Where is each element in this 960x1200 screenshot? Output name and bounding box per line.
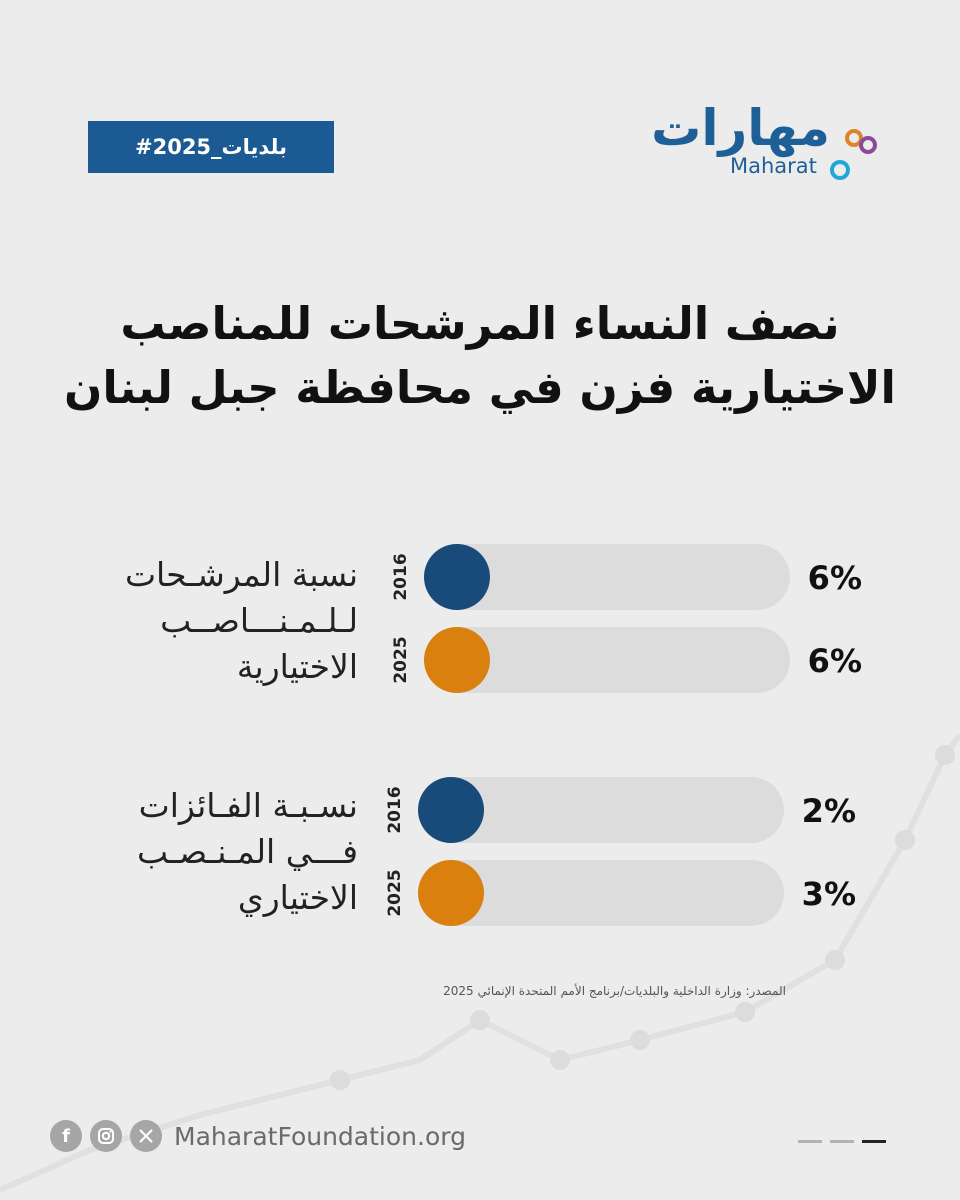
year-label: 2025	[385, 869, 405, 916]
bar-track	[424, 627, 790, 693]
hashtag-badge: #بلديات_2025	[88, 121, 334, 173]
title-line-1: نصف النساء المرشحات للمناصب	[120, 297, 840, 350]
year-label: 2016	[385, 786, 405, 833]
bar-2016	[418, 777, 484, 843]
page-dot	[830, 1140, 854, 1143]
logo-dots-icon	[830, 129, 877, 180]
bar-2025	[418, 860, 484, 926]
group-label-line: فـــي المـنـصـب	[136, 832, 358, 871]
group-label-line: نسـبـة الفـائزات	[138, 786, 358, 825]
group-label-winners: نسـبـة الفـائزات فـــي المـنـصـب الاختيا…	[58, 783, 358, 921]
page-indicator	[798, 1140, 894, 1143]
group-label-line: الاختيارية	[236, 647, 358, 686]
source-note: المصدر: وزارة الداخلية والبلديات/برنامج …	[443, 984, 786, 998]
group-label-candidates: نسبة المرشـحات لـلـمـنـــاصــب الاختياري…	[58, 552, 358, 690]
group-label-line: لـلـمـنـــاصــب	[160, 601, 358, 640]
group-label-line: نسبة المرشـحات	[124, 555, 358, 594]
page-title: نصف النساء المرشحات للمناصب الاختيارية ف…	[60, 292, 900, 420]
bar-track	[418, 860, 784, 926]
page-dot	[798, 1140, 822, 1143]
logo-arabic-text: مهارات	[651, 99, 830, 157]
value-label: 6%	[808, 559, 862, 597]
page-dot-active	[862, 1140, 886, 1143]
bar-track	[424, 544, 790, 610]
bar-2025	[424, 627, 490, 693]
social-links: f MaharatFoundation.org	[50, 1120, 466, 1152]
bar-track	[418, 777, 784, 843]
title-line-2: الاختيارية فزن في محافظة جبل لبنان	[64, 361, 896, 414]
value-label: 3%	[802, 875, 856, 913]
website-link[interactable]: MaharatFoundation.org	[174, 1121, 466, 1151]
instagram-icon[interactable]	[90, 1120, 122, 1152]
logo-english-text: Maharat	[730, 154, 817, 178]
value-label: 6%	[808, 642, 862, 680]
year-label: 2016	[391, 553, 411, 600]
x-icon[interactable]	[130, 1120, 162, 1152]
group-label-line: الاختياري	[237, 878, 358, 917]
year-label: 2025	[391, 636, 411, 683]
maharat-logo: مهارات Maharat	[651, 98, 882, 188]
bar-2016	[424, 544, 490, 610]
value-label: 2%	[802, 792, 856, 830]
facebook-icon[interactable]: f	[50, 1120, 82, 1152]
